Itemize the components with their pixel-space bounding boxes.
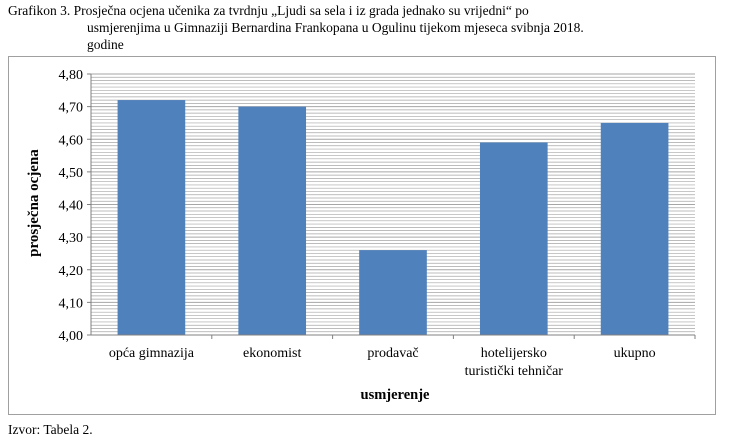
y-tick-label: 4,50 [59,166,84,181]
x-axis-label: usmjerenje [361,387,431,403]
bar [238,106,307,335]
caption-line: godine [87,37,124,52]
y-tick-labels: 4,00 4,10 4,20 4,30 4,40 4,50 4,60 4,70 4,80 [59,68,84,344]
x-tick-label: ekonomist [243,346,301,361]
bar [600,122,669,335]
chart-frame: 4,00 4,10 4,20 4,30 4,40 4,50 4,60 4,70 4,80 opć… [8,56,716,415]
caption-line: Grafikon 3. Prosječna ocjena učenika za … [8,3,529,18]
axes [87,73,696,339]
source-note: Izvor: Tabela 2. [8,422,93,437]
y-tick-label: 4,80 [59,68,84,83]
caption-line: usmjerenjima u Gimnaziji Bernardina Fran… [87,20,584,35]
y-tick-label: 4,40 [59,199,84,214]
y-tick-label: 4,10 [59,296,84,311]
bar [117,100,186,335]
x-tick-label: opća gimnazija [109,346,195,361]
bar-chart: 4,00 4,10 4,20 4,30 4,40 4,50 4,60 4,70 4,80 opć… [26,68,696,403]
y-tick-label: 4,20 [59,264,84,279]
y-tick-label: 4,00 [59,329,84,344]
bar [479,142,548,335]
bar [359,250,427,335]
figure-caption: Grafikon 3. Prosječna ocjena učenika za … [8,2,708,53]
y-tick-label: 4,70 [59,101,84,116]
x-tick-label: ukupno [614,346,656,361]
y-tick-label: 4,60 [59,133,84,148]
x-tick-labels: opća gimnazija ekonomist prodavač hotelijer… [109,346,656,379]
x-tick-label: hotelijersko turistički tehničar [465,346,564,379]
y-axis-label: prosječna ocjena [26,149,42,257]
y-tick-label: 4,30 [59,231,84,246]
bars [117,100,669,335]
x-tick-label: prodavač [367,346,418,361]
